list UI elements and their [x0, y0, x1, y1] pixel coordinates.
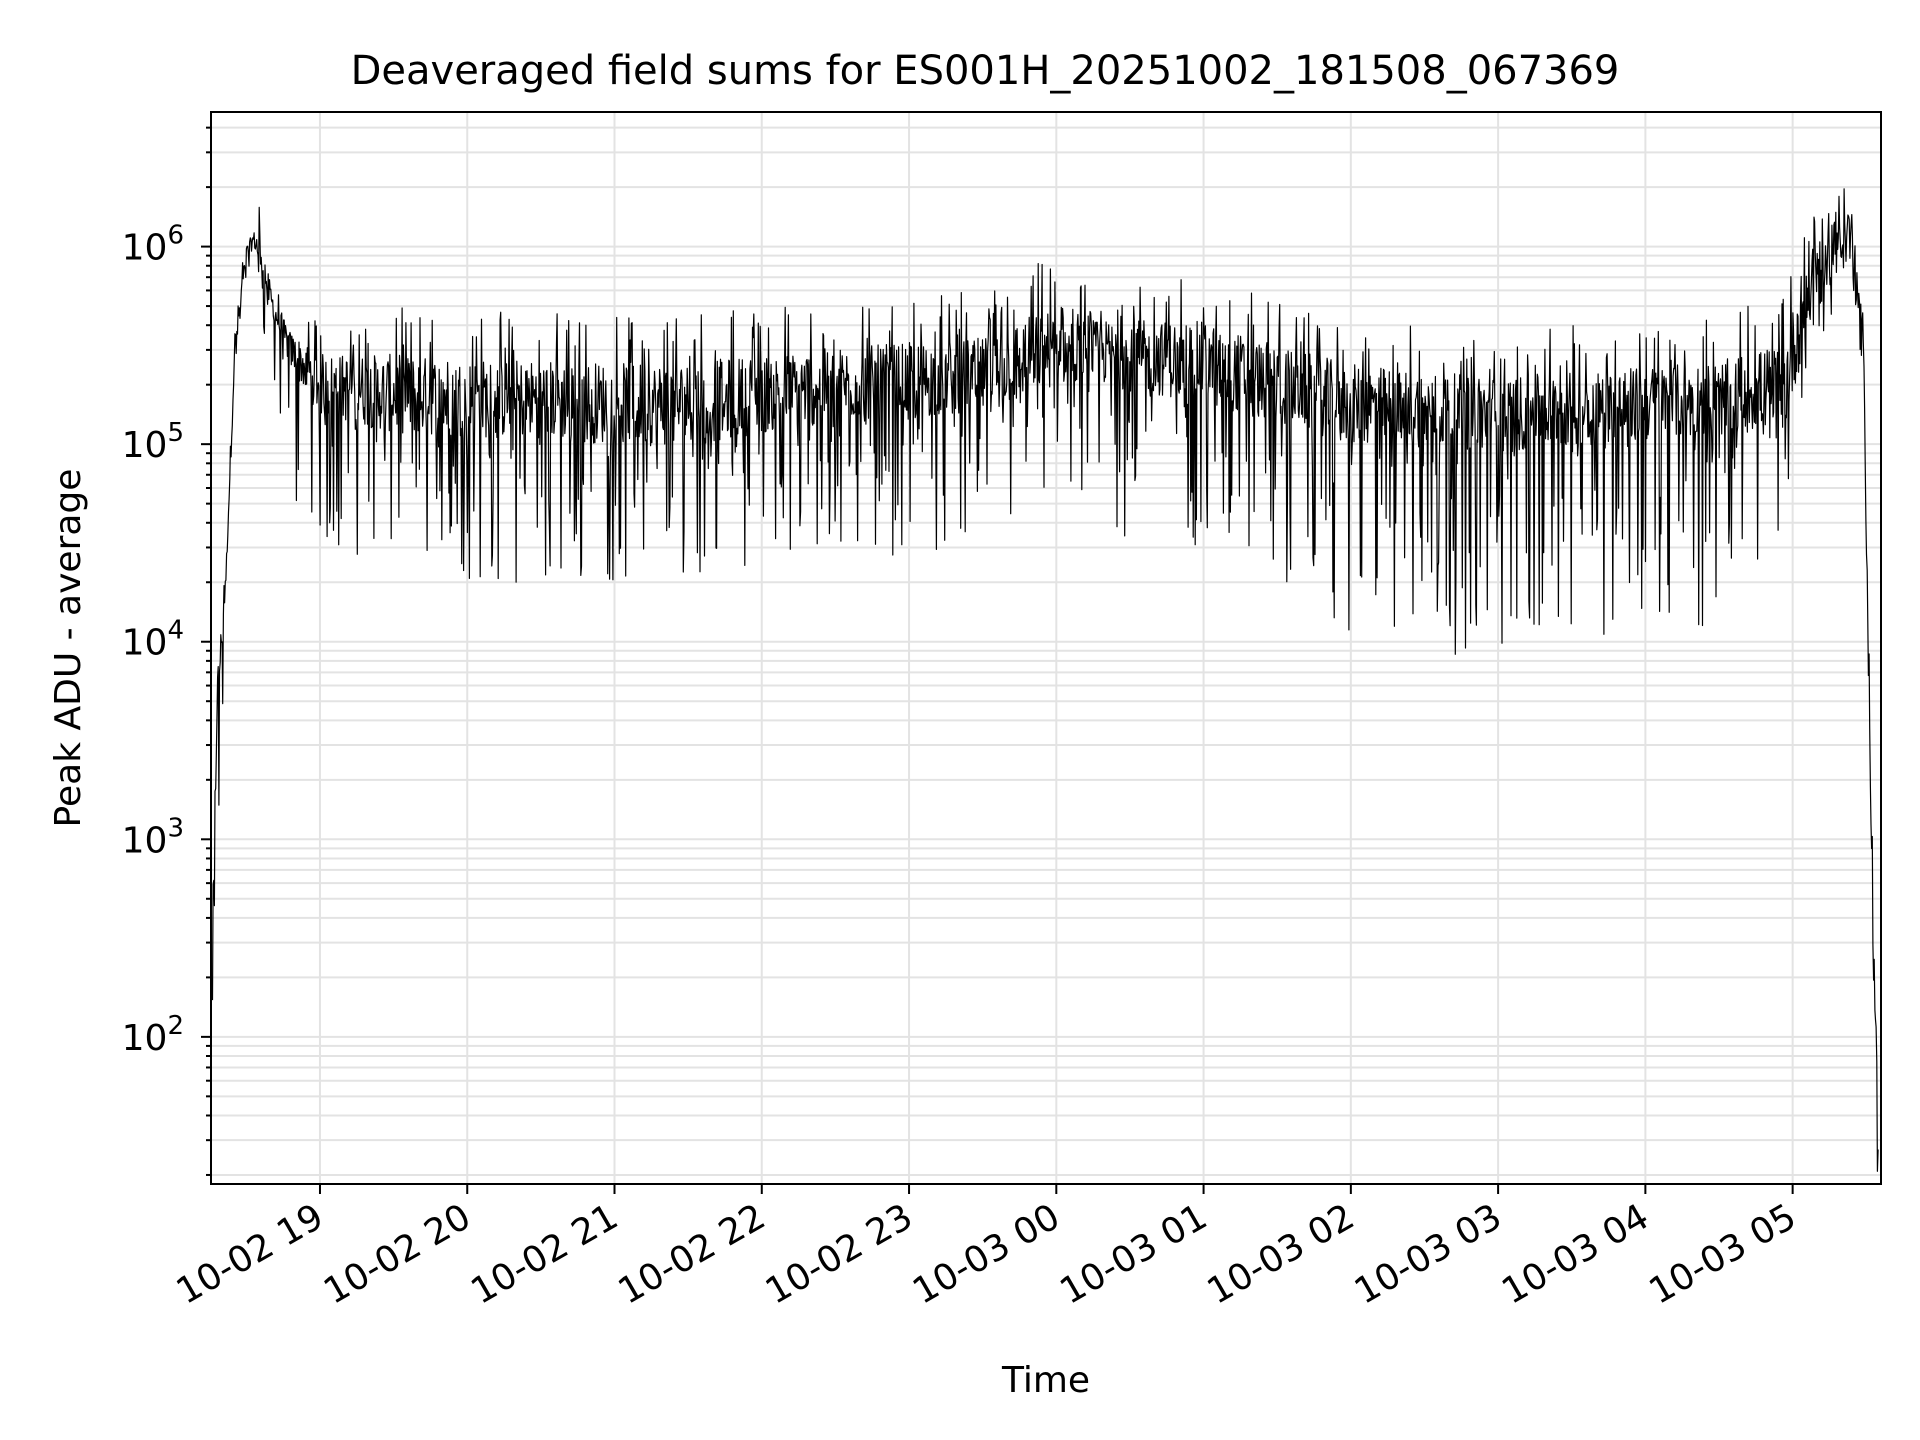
y-tick-label: 104	[122, 616, 184, 664]
plot-frame	[210, 111, 1882, 1185]
y-tick-label: 105	[122, 418, 184, 466]
series-layer	[211, 188, 1879, 1172]
y-tick-label: 103	[122, 813, 184, 861]
axis-ticks	[201, 126, 1794, 1194]
x-axis-label: Time	[1001, 1360, 1090, 1401]
y-tick-label: 102	[122, 1011, 184, 1059]
y-tick-label: 106	[122, 221, 184, 269]
chart-title: Deaveraged field sums for ES001H_2025100…	[351, 48, 1620, 94]
series-line	[211, 188, 1879, 1172]
y-axis-label: Peak ADU - average	[48, 469, 89, 828]
